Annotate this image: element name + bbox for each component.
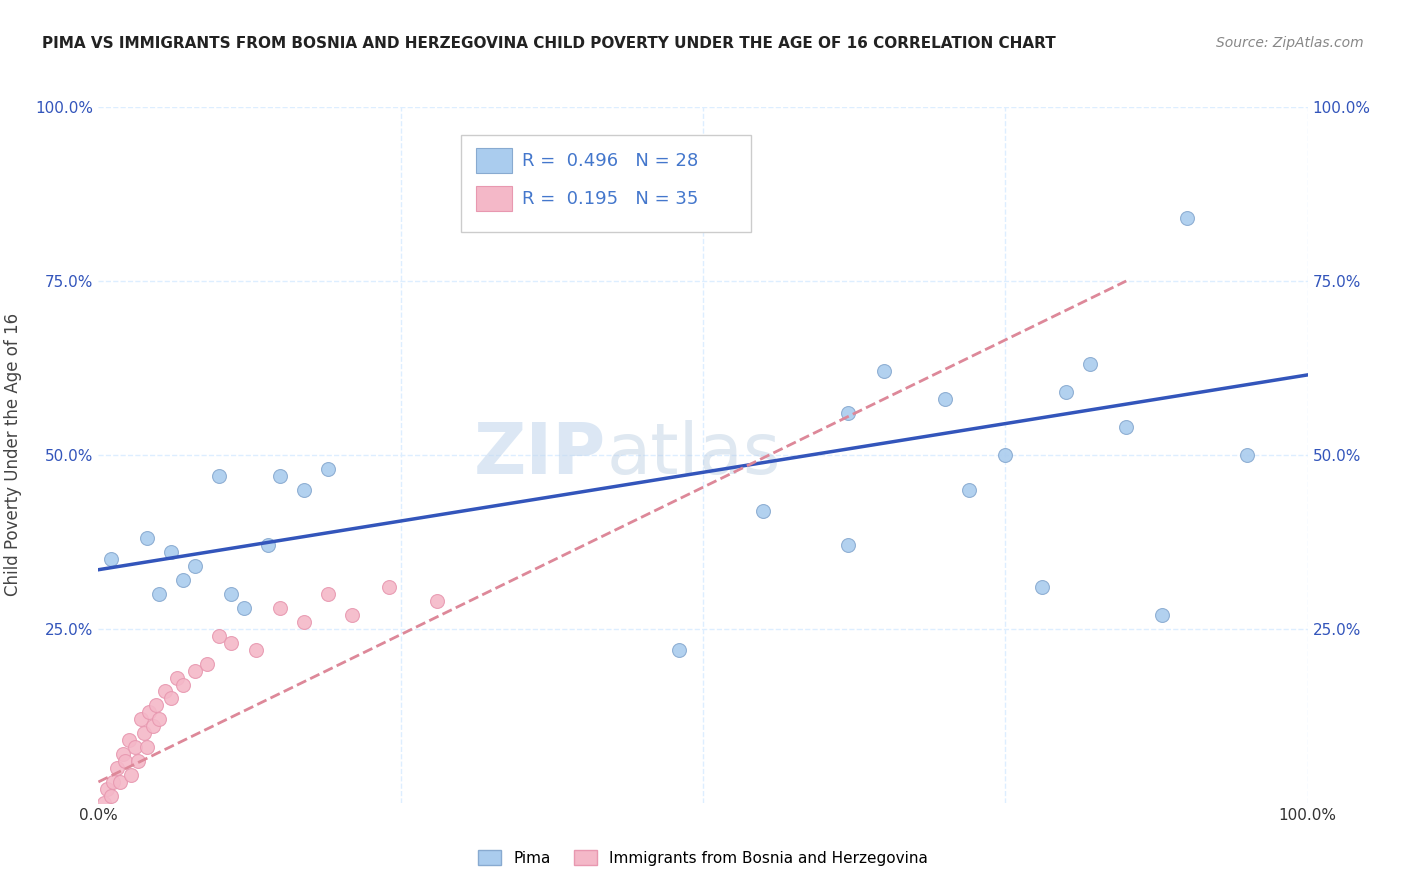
Point	[145, 698, 167, 713]
Point	[160, 691, 183, 706]
FancyBboxPatch shape	[461, 135, 751, 232]
Point	[934, 392, 956, 407]
Point	[153, 684, 176, 698]
Point	[129, 712, 152, 726]
Point	[148, 712, 170, 726]
Point	[127, 754, 149, 768]
Point	[232, 601, 254, 615]
Point	[135, 740, 157, 755]
Point	[1078, 358, 1101, 372]
Point	[752, 503, 775, 517]
Point	[208, 629, 231, 643]
Point	[108, 775, 131, 789]
Point	[316, 587, 339, 601]
Point	[138, 706, 160, 720]
Point	[342, 607, 364, 622]
Point	[1175, 211, 1198, 226]
Point	[120, 768, 142, 782]
Point	[292, 483, 315, 497]
Point	[172, 573, 194, 587]
Point	[668, 642, 690, 657]
Point	[316, 462, 339, 476]
Point	[172, 677, 194, 691]
Point	[221, 636, 243, 650]
Point	[134, 726, 156, 740]
Point	[195, 657, 218, 671]
Point	[124, 740, 146, 755]
Point	[256, 538, 278, 552]
Point	[111, 747, 134, 761]
Point	[1115, 420, 1137, 434]
Point	[1236, 448, 1258, 462]
Legend: Pima, Immigrants from Bosnia and Herzegovina: Pima, Immigrants from Bosnia and Herzego…	[472, 844, 934, 871]
Text: ZIP: ZIP	[474, 420, 606, 490]
FancyBboxPatch shape	[475, 186, 512, 211]
Point	[994, 448, 1017, 462]
Point	[221, 587, 243, 601]
Point	[1152, 607, 1174, 622]
Y-axis label: Child Poverty Under the Age of 16: Child Poverty Under the Age of 16	[4, 313, 21, 597]
Point	[93, 796, 115, 810]
Text: Source: ZipAtlas.com: Source: ZipAtlas.com	[1216, 36, 1364, 50]
Point	[89, 810, 111, 824]
Text: PIMA VS IMMIGRANTS FROM BOSNIA AND HERZEGOVINA CHILD POVERTY UNDER THE AGE OF 16: PIMA VS IMMIGRANTS FROM BOSNIA AND HERZE…	[42, 36, 1056, 51]
Point	[100, 552, 122, 566]
Text: R =  0.496   N = 28: R = 0.496 N = 28	[522, 152, 697, 169]
Point	[148, 587, 170, 601]
Point	[269, 468, 291, 483]
Point	[292, 615, 315, 629]
Point	[208, 468, 231, 483]
Point	[957, 483, 980, 497]
Text: R =  0.195   N = 35: R = 0.195 N = 35	[522, 190, 697, 208]
Point	[160, 545, 183, 559]
Point	[118, 733, 141, 747]
Point	[105, 761, 128, 775]
Point	[873, 364, 896, 378]
Point	[142, 719, 165, 733]
Point	[837, 538, 859, 552]
Point	[837, 406, 859, 420]
Point	[1054, 385, 1077, 400]
Point	[245, 642, 267, 657]
Point	[184, 664, 207, 678]
Point	[100, 789, 122, 803]
Point	[426, 594, 449, 608]
Point	[101, 775, 124, 789]
Point	[377, 580, 399, 594]
FancyBboxPatch shape	[475, 148, 512, 173]
Point	[96, 781, 118, 796]
Text: atlas: atlas	[606, 420, 780, 490]
Point	[135, 532, 157, 546]
Point	[184, 559, 207, 574]
Point	[269, 601, 291, 615]
Point	[1031, 580, 1053, 594]
Point	[166, 671, 188, 685]
Point	[114, 754, 136, 768]
